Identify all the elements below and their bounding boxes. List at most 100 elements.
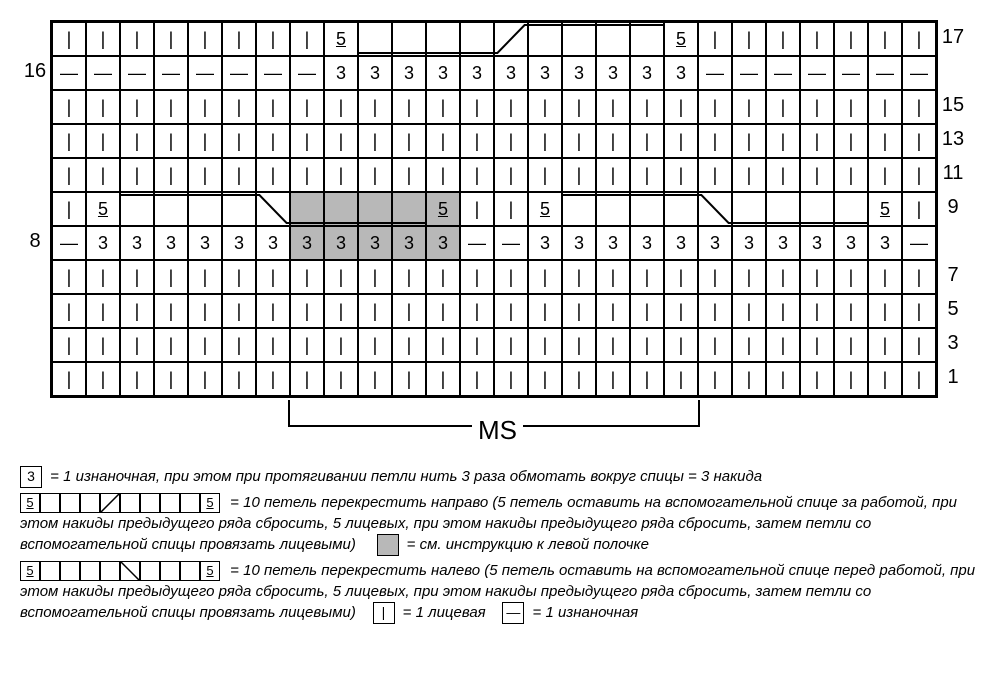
chart-cell: | [664, 260, 698, 294]
chart-cell: | [358, 294, 392, 328]
chart-cell: | [902, 294, 936, 328]
chart-cell: | [868, 158, 902, 192]
chart-cell: | [358, 260, 392, 294]
legend-grey-sym [377, 534, 399, 556]
chart-cell: | [800, 294, 834, 328]
chart-cell: — [460, 226, 494, 260]
chart-cell: | [902, 328, 936, 362]
chart-cell: | [426, 158, 460, 192]
row-label [20, 88, 50, 122]
chart-cell: | [426, 90, 460, 124]
chart-cell: | [324, 362, 358, 396]
chart-cell: 3 [460, 56, 494, 90]
chart-cell: | [698, 260, 732, 294]
chart-cell: | [290, 90, 324, 124]
chart-cell: | [800, 328, 834, 362]
chart-cell: | [52, 260, 86, 294]
row-label: 16 [20, 54, 50, 88]
legend-cable-right-sym: 55 [20, 493, 220, 513]
chart-cell: 3 [86, 226, 120, 260]
chart-cell: | [290, 124, 324, 158]
chart-cell: — [902, 226, 936, 260]
chart-cell: | [460, 260, 494, 294]
chart-cell: | [392, 362, 426, 396]
chart-cell: | [256, 362, 290, 396]
chart-cell: | [732, 260, 766, 294]
chart-cell: | [630, 260, 664, 294]
chart-cell: | [358, 158, 392, 192]
chart-cell: | [698, 294, 732, 328]
chart-cell: — [52, 226, 86, 260]
chart-cell: | [256, 260, 290, 294]
chart-row: |||||||||||||||||||||||||| [52, 260, 936, 294]
chart-cell: | [120, 158, 154, 192]
chart-cell: | [120, 90, 154, 124]
chart-cell: | [52, 328, 86, 362]
chart-cell: | [324, 90, 358, 124]
chart-cell: | [120, 260, 154, 294]
chart-cell: | [86, 90, 120, 124]
row-label: 3 [938, 326, 968, 360]
chart-cell: | [834, 362, 868, 396]
chart-cell: | [766, 90, 800, 124]
chart-cell: | [596, 294, 630, 328]
chart-cell: | [596, 124, 630, 158]
chart-cell: 3 [358, 56, 392, 90]
chart-cell: | [630, 158, 664, 192]
chart-cell: | [664, 124, 698, 158]
chart-cell: | [732, 362, 766, 396]
chart-cell: | [732, 294, 766, 328]
legend-line-2: 55 = 10 петель перекрестить направо (5 п… [20, 492, 980, 556]
chart-cell: | [664, 328, 698, 362]
chart-cell: | [256, 328, 290, 362]
chart-row: |||||||||||||||||||||||||| [52, 124, 936, 158]
chart-cell: | [154, 294, 188, 328]
row-label: 7 [938, 258, 968, 292]
chart-cell: | [528, 90, 562, 124]
chart-cell: 3 [290, 226, 324, 260]
chart-cell: 3 [528, 226, 562, 260]
row-label: 17 [938, 20, 968, 54]
chart-cell: | [290, 294, 324, 328]
chart-cell: | [392, 328, 426, 362]
chart-cell: | [86, 260, 120, 294]
chart-cell: | [392, 158, 426, 192]
chart-cell: | [324, 328, 358, 362]
chart-cell: | [52, 362, 86, 396]
chart-cell: | [664, 362, 698, 396]
chart-cell: | [766, 260, 800, 294]
chart-cell: 3 [698, 226, 732, 260]
legend-knit-text: = 1 лицевая [403, 604, 486, 621]
row-label: 15 [938, 88, 968, 122]
chart-cell: 3 [154, 226, 188, 260]
chart-cell: | [868, 328, 902, 362]
chart-cell: | [528, 158, 562, 192]
chart-cell: | [834, 90, 868, 124]
chart-cell: 3 [630, 226, 664, 260]
chart-cell: 3 [494, 56, 528, 90]
chart-cell: | [222, 328, 256, 362]
chart-cell: | [222, 260, 256, 294]
row-label [20, 156, 50, 190]
chart-cell: | [324, 124, 358, 158]
legend-text-1: = 1 изнаночная, при этом при протягивани… [50, 468, 762, 485]
chart-cell: | [562, 362, 596, 396]
chart-cell: | [596, 90, 630, 124]
chart-cell: — [494, 226, 528, 260]
chart-cell: | [426, 294, 460, 328]
chart-cell: | [324, 294, 358, 328]
chart-cell: | [154, 158, 188, 192]
legend-line-1: 3 = 1 изнаночная, при этом при протягива… [20, 466, 980, 488]
chart-cell: | [630, 90, 664, 124]
chart-row: |||||||||||||||||||||||||| [52, 158, 936, 192]
chart-cell: | [834, 328, 868, 362]
row-label [20, 292, 50, 326]
chart-cell: | [528, 294, 562, 328]
chart-cell: | [494, 294, 528, 328]
chart-cell: | [528, 124, 562, 158]
chart-cell: 3 [358, 226, 392, 260]
chart-cell: | [392, 260, 426, 294]
knitting-chart-container: 168 ||||||||55|||||||————————33333333333… [20, 20, 980, 624]
chart-cell: | [188, 124, 222, 158]
chart-cell: | [494, 328, 528, 362]
